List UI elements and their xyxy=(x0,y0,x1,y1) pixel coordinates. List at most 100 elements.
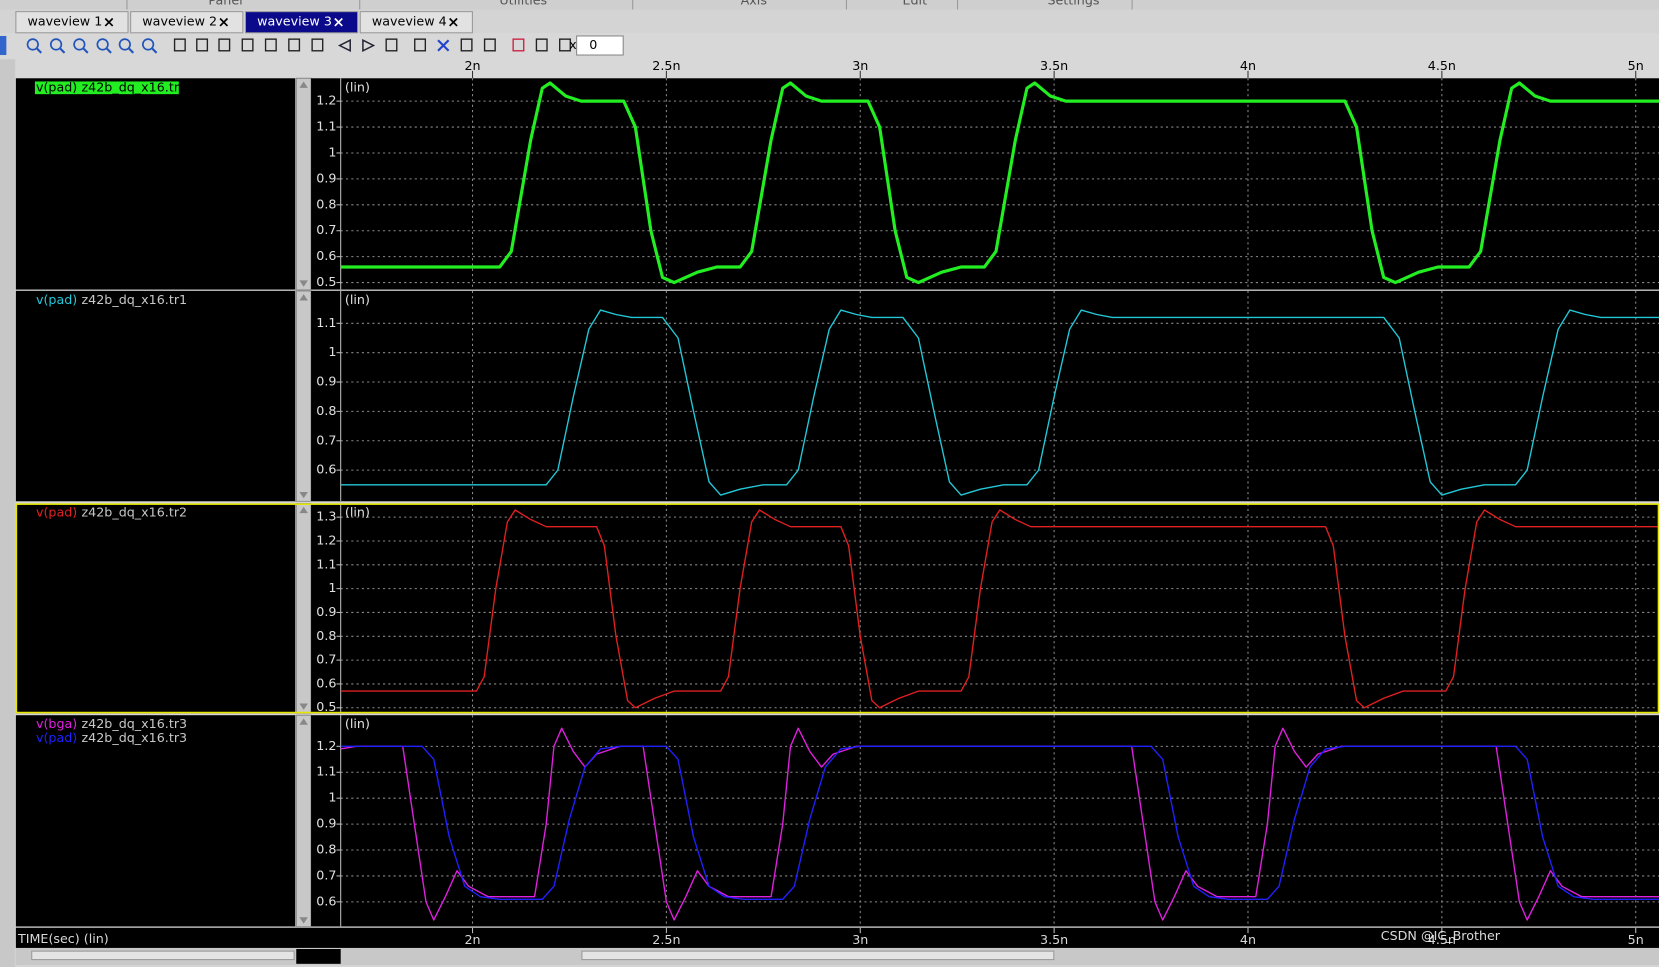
toolbar-button[interactable] xyxy=(118,38,135,54)
legend-signal[interactable]: v(pad) xyxy=(36,505,77,520)
legend-source[interactable]: z42b_dq_x16.tr3 xyxy=(82,716,188,731)
tab-close-icon[interactable] xyxy=(334,17,343,27)
tab-label[interactable]: waveview 2 xyxy=(142,14,217,29)
scroll-thumb-left[interactable] xyxy=(31,950,295,961)
cursor-field-label: x xyxy=(569,37,577,52)
signal-list-pane xyxy=(15,715,296,927)
scroll-thumb[interactable] xyxy=(581,950,1055,961)
toolbar-button[interactable] xyxy=(337,39,351,52)
legend-source[interactable]: z42b_dq_x16.tr0 xyxy=(82,79,188,94)
zoom-icon-handle xyxy=(59,47,66,54)
plot-area xyxy=(340,290,1659,502)
legend-signal[interactable]: v(pad) xyxy=(36,292,77,307)
legend-signal[interactable]: v(bga) xyxy=(36,716,77,731)
legend-signal[interactable]: v(pad) xyxy=(36,730,77,745)
toolbar-button[interactable] xyxy=(483,38,496,52)
menu-item[interactable]: Settings xyxy=(1047,0,1099,8)
toolbar-button[interactable] xyxy=(288,38,301,52)
y-tick-label: 1.1 xyxy=(316,315,336,330)
top-tick-label: 2.5n xyxy=(652,58,680,73)
panel-scrollbar[interactable] xyxy=(295,77,312,291)
menu-item[interactable]: Edit xyxy=(903,0,928,8)
watermark: CSDN @IC_Brother xyxy=(1381,928,1501,943)
toolbar-button[interactable] xyxy=(26,38,43,54)
toolbar-button[interactable] xyxy=(460,38,473,52)
time-axis-label: TIME(sec) (lin) xyxy=(17,931,109,946)
top-tick-label: 4n xyxy=(1240,58,1256,73)
menu-item[interactable]: Utilities xyxy=(499,0,547,8)
zoom-icon xyxy=(49,38,63,51)
y-tick-label: 1 xyxy=(328,144,336,159)
tab-close-icon[interactable] xyxy=(104,17,114,27)
y-scale-label: (lin) xyxy=(345,292,370,307)
cursor-input[interactable] xyxy=(576,35,624,56)
toolbar-button[interactable] xyxy=(559,38,571,52)
tool-icon xyxy=(535,38,548,52)
menu-item[interactable]: Panel xyxy=(208,0,242,8)
toolbar-button[interactable] xyxy=(241,38,254,52)
tool-icon xyxy=(173,38,186,52)
y-tick-label: 0.8 xyxy=(316,842,336,857)
menu-item[interactable]: Axis xyxy=(741,0,767,8)
tab-label[interactable]: waveview 3 xyxy=(257,14,332,29)
tab[interactable] xyxy=(130,11,244,34)
zoom-icon-handle xyxy=(151,47,158,54)
toolbar-button[interactable] xyxy=(218,38,231,52)
toolbar-button[interactable] xyxy=(414,38,427,52)
panel-scrollbar[interactable] xyxy=(295,714,312,928)
tab-label[interactable]: waveview 4 xyxy=(372,14,447,29)
toolbar-button[interactable] xyxy=(49,38,66,54)
y-tick-label: 0.6 xyxy=(316,248,336,263)
tab-label[interactable]: waveview 1 xyxy=(28,14,103,29)
scroll-gap xyxy=(296,949,341,964)
zoom-icon xyxy=(26,38,39,51)
y-tick-label: 0.8 xyxy=(316,196,336,211)
legend-source[interactable]: z42b_dq_x16.tr3 xyxy=(82,730,188,745)
y-tick-label: 1.1 xyxy=(316,764,336,779)
zoom-icon xyxy=(96,38,109,51)
tab-close-icon[interactable] xyxy=(449,17,458,27)
toolbar-button[interactable] xyxy=(141,38,158,54)
tab[interactable] xyxy=(244,11,359,34)
bottom-tick-label: 4n xyxy=(1240,932,1256,947)
toolbar-button[interactable] xyxy=(535,38,548,52)
y-tick-label: 0.5 xyxy=(316,274,336,289)
toolbar-button[interactable] xyxy=(362,39,376,52)
y-tick-label: 0.6 xyxy=(316,462,336,477)
tab[interactable] xyxy=(359,11,473,34)
toolbar-button[interactable] xyxy=(264,38,277,52)
toolbar-button[interactable] xyxy=(311,38,324,52)
y-tick-label: 1.2 xyxy=(316,738,336,753)
bottom-tick-label: 5n xyxy=(1628,932,1644,947)
signal-list-pane xyxy=(15,290,296,502)
y-axis-area xyxy=(311,503,341,714)
toolbar-button[interactable] xyxy=(96,38,112,54)
plot-area xyxy=(340,715,1659,927)
y-tick-label: 0.6 xyxy=(316,893,336,908)
arrow-icon xyxy=(337,39,351,52)
y-tick-label: 0.8 xyxy=(316,628,336,643)
y-scale-label: (lin) xyxy=(345,505,370,520)
waveform xyxy=(340,81,1659,285)
toolbar-button[interactable] xyxy=(385,38,398,52)
panel-scrollbar[interactable] xyxy=(295,503,312,714)
y-tick-label: 0.7 xyxy=(316,867,336,882)
legend-signal[interactable]: v(pad) xyxy=(36,79,77,94)
y-tick-label: 0.9 xyxy=(316,816,336,831)
toolbar-button[interactable] xyxy=(512,38,525,52)
legend-source[interactable]: z42b_dq_x16.tr1 xyxy=(82,292,188,307)
y-tick-label: 1.3 xyxy=(316,509,336,524)
toolbar-button[interactable] xyxy=(73,38,89,54)
legend-source[interactable]: z42b_dq_x16.tr2 xyxy=(82,505,188,520)
tab[interactable] xyxy=(15,11,129,34)
signal-list-pane xyxy=(15,503,296,714)
toolbar-button[interactable] xyxy=(437,39,450,52)
toolbar-button[interactable] xyxy=(173,38,186,52)
panel-scrollbar[interactable] xyxy=(295,290,312,503)
toolbar-button[interactable] xyxy=(196,38,209,52)
tab-close-icon[interactable] xyxy=(219,17,229,27)
top-tick-label: 3n xyxy=(852,58,868,73)
waveform xyxy=(340,509,1659,709)
cursor-field-value[interactable]: 0 xyxy=(589,37,597,52)
